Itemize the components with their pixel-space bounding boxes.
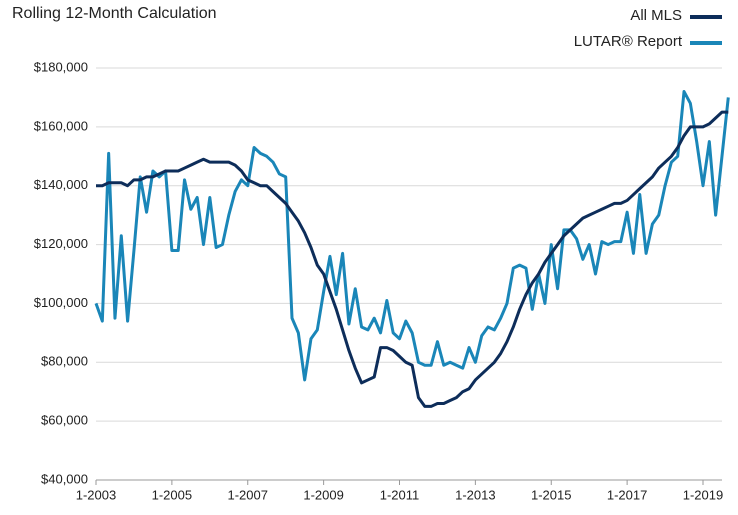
y-tick-label: $120,000 — [34, 236, 88, 251]
chart-title: Rolling 12-Month Calculation — [12, 5, 217, 22]
y-tick-label: $60,000 — [41, 413, 88, 428]
series-line — [94, 90, 730, 382]
x-tick-label: 1-2009 — [303, 487, 343, 502]
y-tick-label: $100,000 — [34, 295, 88, 310]
y-tick-label: $140,000 — [34, 177, 88, 192]
y-tick-label: $160,000 — [34, 118, 88, 133]
x-tick-label: 1-2013 — [455, 487, 495, 502]
y-tick-label: $40,000 — [41, 471, 88, 486]
x-tick-label: 1-2005 — [152, 487, 192, 502]
x-tick-label: 1-2019 — [683, 487, 723, 502]
y-tick-label: $180,000 — [34, 59, 88, 74]
y-tick-label: $80,000 — [41, 354, 88, 369]
x-tick-label: 1-2017 — [607, 487, 647, 502]
legend-label: All MLS — [630, 7, 682, 24]
x-tick-label: 1-2015 — [531, 487, 571, 502]
legend-label: LUTAR® Report — [574, 33, 683, 50]
x-tick-label: 1-2011 — [380, 487, 420, 502]
series-line — [96, 110, 729, 408]
x-tick-label: 1-2003 — [76, 487, 116, 502]
x-tick-label: 1-2007 — [228, 487, 268, 502]
